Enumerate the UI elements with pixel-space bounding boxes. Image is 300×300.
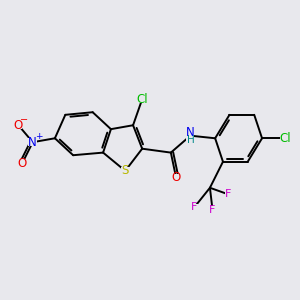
Bar xyxy=(224,190,232,198)
Bar xyxy=(187,128,194,143)
Text: S: S xyxy=(122,164,129,177)
Text: −: − xyxy=(20,115,28,125)
Text: F: F xyxy=(225,189,231,199)
Text: F: F xyxy=(191,202,197,212)
Bar xyxy=(209,206,216,214)
Text: O: O xyxy=(171,171,181,184)
Bar xyxy=(14,121,22,129)
Bar xyxy=(280,134,291,142)
Text: N: N xyxy=(186,126,195,139)
Text: Cl: Cl xyxy=(136,93,148,106)
Bar xyxy=(28,138,37,146)
Text: N: N xyxy=(28,136,37,149)
Text: Cl: Cl xyxy=(280,132,291,145)
Bar xyxy=(121,167,130,175)
Bar xyxy=(190,204,198,211)
Bar xyxy=(172,174,180,181)
Text: O: O xyxy=(18,157,27,169)
Bar xyxy=(136,95,148,103)
Text: +: + xyxy=(35,133,43,142)
Text: H: H xyxy=(187,135,194,145)
Text: F: F xyxy=(209,205,216,215)
Bar xyxy=(18,159,26,167)
Text: O: O xyxy=(14,119,23,132)
